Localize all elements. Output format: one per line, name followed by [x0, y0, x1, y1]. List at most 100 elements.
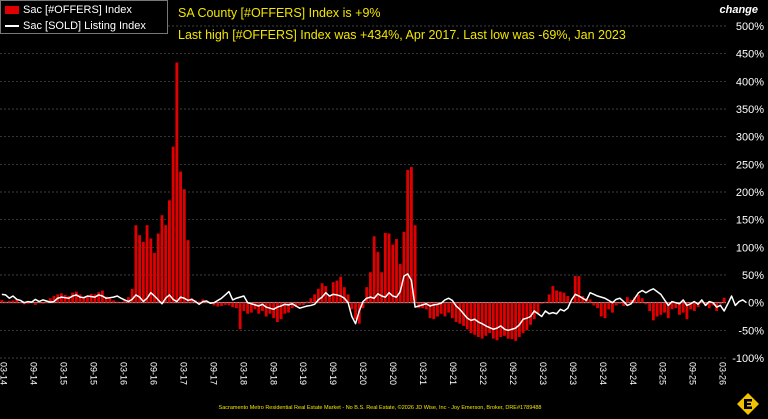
offers-bar — [350, 302, 354, 310]
offers-bar — [235, 302, 238, 309]
offers-bar — [11, 300, 15, 303]
offers-bar — [261, 302, 264, 311]
offers-bar — [242, 302, 246, 311]
offers-bar — [339, 276, 343, 303]
sold-index-line — [1, 273, 747, 332]
offers-bar — [380, 272, 384, 303]
offers-bar — [48, 298, 52, 303]
y-tick-label: -50% — [738, 325, 764, 337]
y-tick-label: 300% — [736, 132, 764, 144]
offers-bar — [212, 302, 216, 306]
y-tick-label: 500% — [736, 21, 764, 33]
offers-bar — [719, 302, 722, 305]
offers-bar — [220, 302, 223, 306]
offers-bar — [544, 301, 547, 303]
offers-bar — [175, 62, 179, 303]
offers-bar — [447, 302, 451, 313]
offers-bar — [536, 302, 540, 314]
x-tick-label: 09-23 — [568, 362, 578, 385]
offers-bar — [387, 233, 391, 303]
offers-bar — [149, 238, 153, 303]
offers-bar — [480, 302, 484, 339]
offers-bar — [558, 291, 562, 303]
offers-bar — [711, 302, 715, 306]
offers-bar — [640, 298, 644, 303]
offers-bar — [223, 302, 227, 305]
legend-swatch-offers — [5, 6, 19, 15]
offers-bar — [37, 302, 41, 303]
offers-bar — [342, 287, 346, 303]
offers-bar — [197, 301, 201, 303]
offers-bar — [659, 302, 663, 315]
offers-bar — [666, 302, 670, 319]
offers-bar — [115, 301, 119, 303]
offers-bar — [361, 302, 365, 309]
offers-bar — [477, 302, 480, 337]
offers-bar — [372, 236, 376, 303]
offers-bar — [305, 301, 309, 303]
offers-bar — [0, 299, 4, 303]
offers-bar — [704, 302, 707, 306]
offers-bar — [272, 302, 276, 319]
offers-bar — [510, 302, 514, 340]
offers-bar — [611, 302, 614, 313]
offers-bar — [678, 302, 681, 315]
offers-bar — [521, 302, 525, 334]
offers-bar — [78, 294, 82, 303]
y-tick-label: 0% — [748, 298, 764, 310]
offers-bar — [614, 302, 618, 306]
y-tick-label: 350% — [736, 104, 764, 116]
offers-bar — [4, 301, 7, 303]
offers-bar — [439, 302, 443, 314]
x-tick-label: 03-15 — [59, 362, 69, 385]
offers-bar — [365, 287, 369, 303]
annotation-high-low: Last high [#OFFERS] Index was +434%, Apr… — [178, 28, 626, 42]
legend: Sac [#OFFERS] Index Sac [SOLD] Listing I… — [0, 0, 168, 34]
offers-bar — [402, 231, 406, 303]
x-tick-label: 03-26 — [718, 362, 728, 385]
offers-bar — [275, 302, 279, 323]
offers-bar — [134, 225, 138, 303]
x-tick-label: 09-21 — [448, 362, 458, 385]
offers-bar — [596, 302, 599, 309]
offers-bar — [495, 302, 499, 341]
offers-bar — [573, 276, 577, 303]
offers-bar — [488, 302, 491, 334]
x-tick-label: 03-25 — [658, 362, 668, 385]
offers-bar — [428, 302, 432, 319]
offers-bar — [60, 293, 63, 303]
offers-bar — [514, 302, 518, 341]
offers-bar — [86, 295, 89, 303]
offers-bar — [33, 302, 37, 305]
y-tick-label: 200% — [736, 187, 764, 199]
offers-bar — [700, 301, 704, 303]
x-tick-label: 03-20 — [358, 362, 368, 385]
offers-bar — [22, 302, 26, 305]
legend-swatch-sold — [5, 25, 19, 28]
offers-bar — [618, 302, 622, 304]
offers-bar — [279, 302, 283, 320]
offers-bar — [127, 297, 130, 303]
offers-bar — [465, 302, 469, 330]
offers-bar — [346, 294, 350, 303]
offers-bar — [566, 296, 570, 303]
offers-bar — [328, 296, 331, 303]
x-tick-label: 03-19 — [298, 362, 308, 385]
offers-bar — [156, 233, 160, 303]
offers-bar — [320, 283, 324, 303]
legend-item-sold: Sac [SOLD] Listing Index — [5, 18, 146, 34]
offers-bar — [506, 302, 510, 339]
offers-bar — [588, 299, 592, 303]
footer-credit: Sacramento Metro Residential Real Estate… — [218, 405, 542, 411]
legend-item-offers: Sac [#OFFERS] Index — [5, 2, 132, 18]
offers-bar — [395, 239, 398, 303]
offers-bar — [540, 302, 544, 304]
offers-bar — [592, 302, 596, 306]
offers-bar — [663, 302, 666, 313]
offers-bar — [205, 302, 209, 303]
annotation-current-index: SA County [#OFFERS] Index is +9% — [178, 6, 381, 20]
offers-bar — [484, 302, 488, 336]
offers-bar — [190, 298, 194, 303]
y-tick-label: 50% — [742, 270, 764, 282]
offers-bar — [45, 301, 48, 303]
